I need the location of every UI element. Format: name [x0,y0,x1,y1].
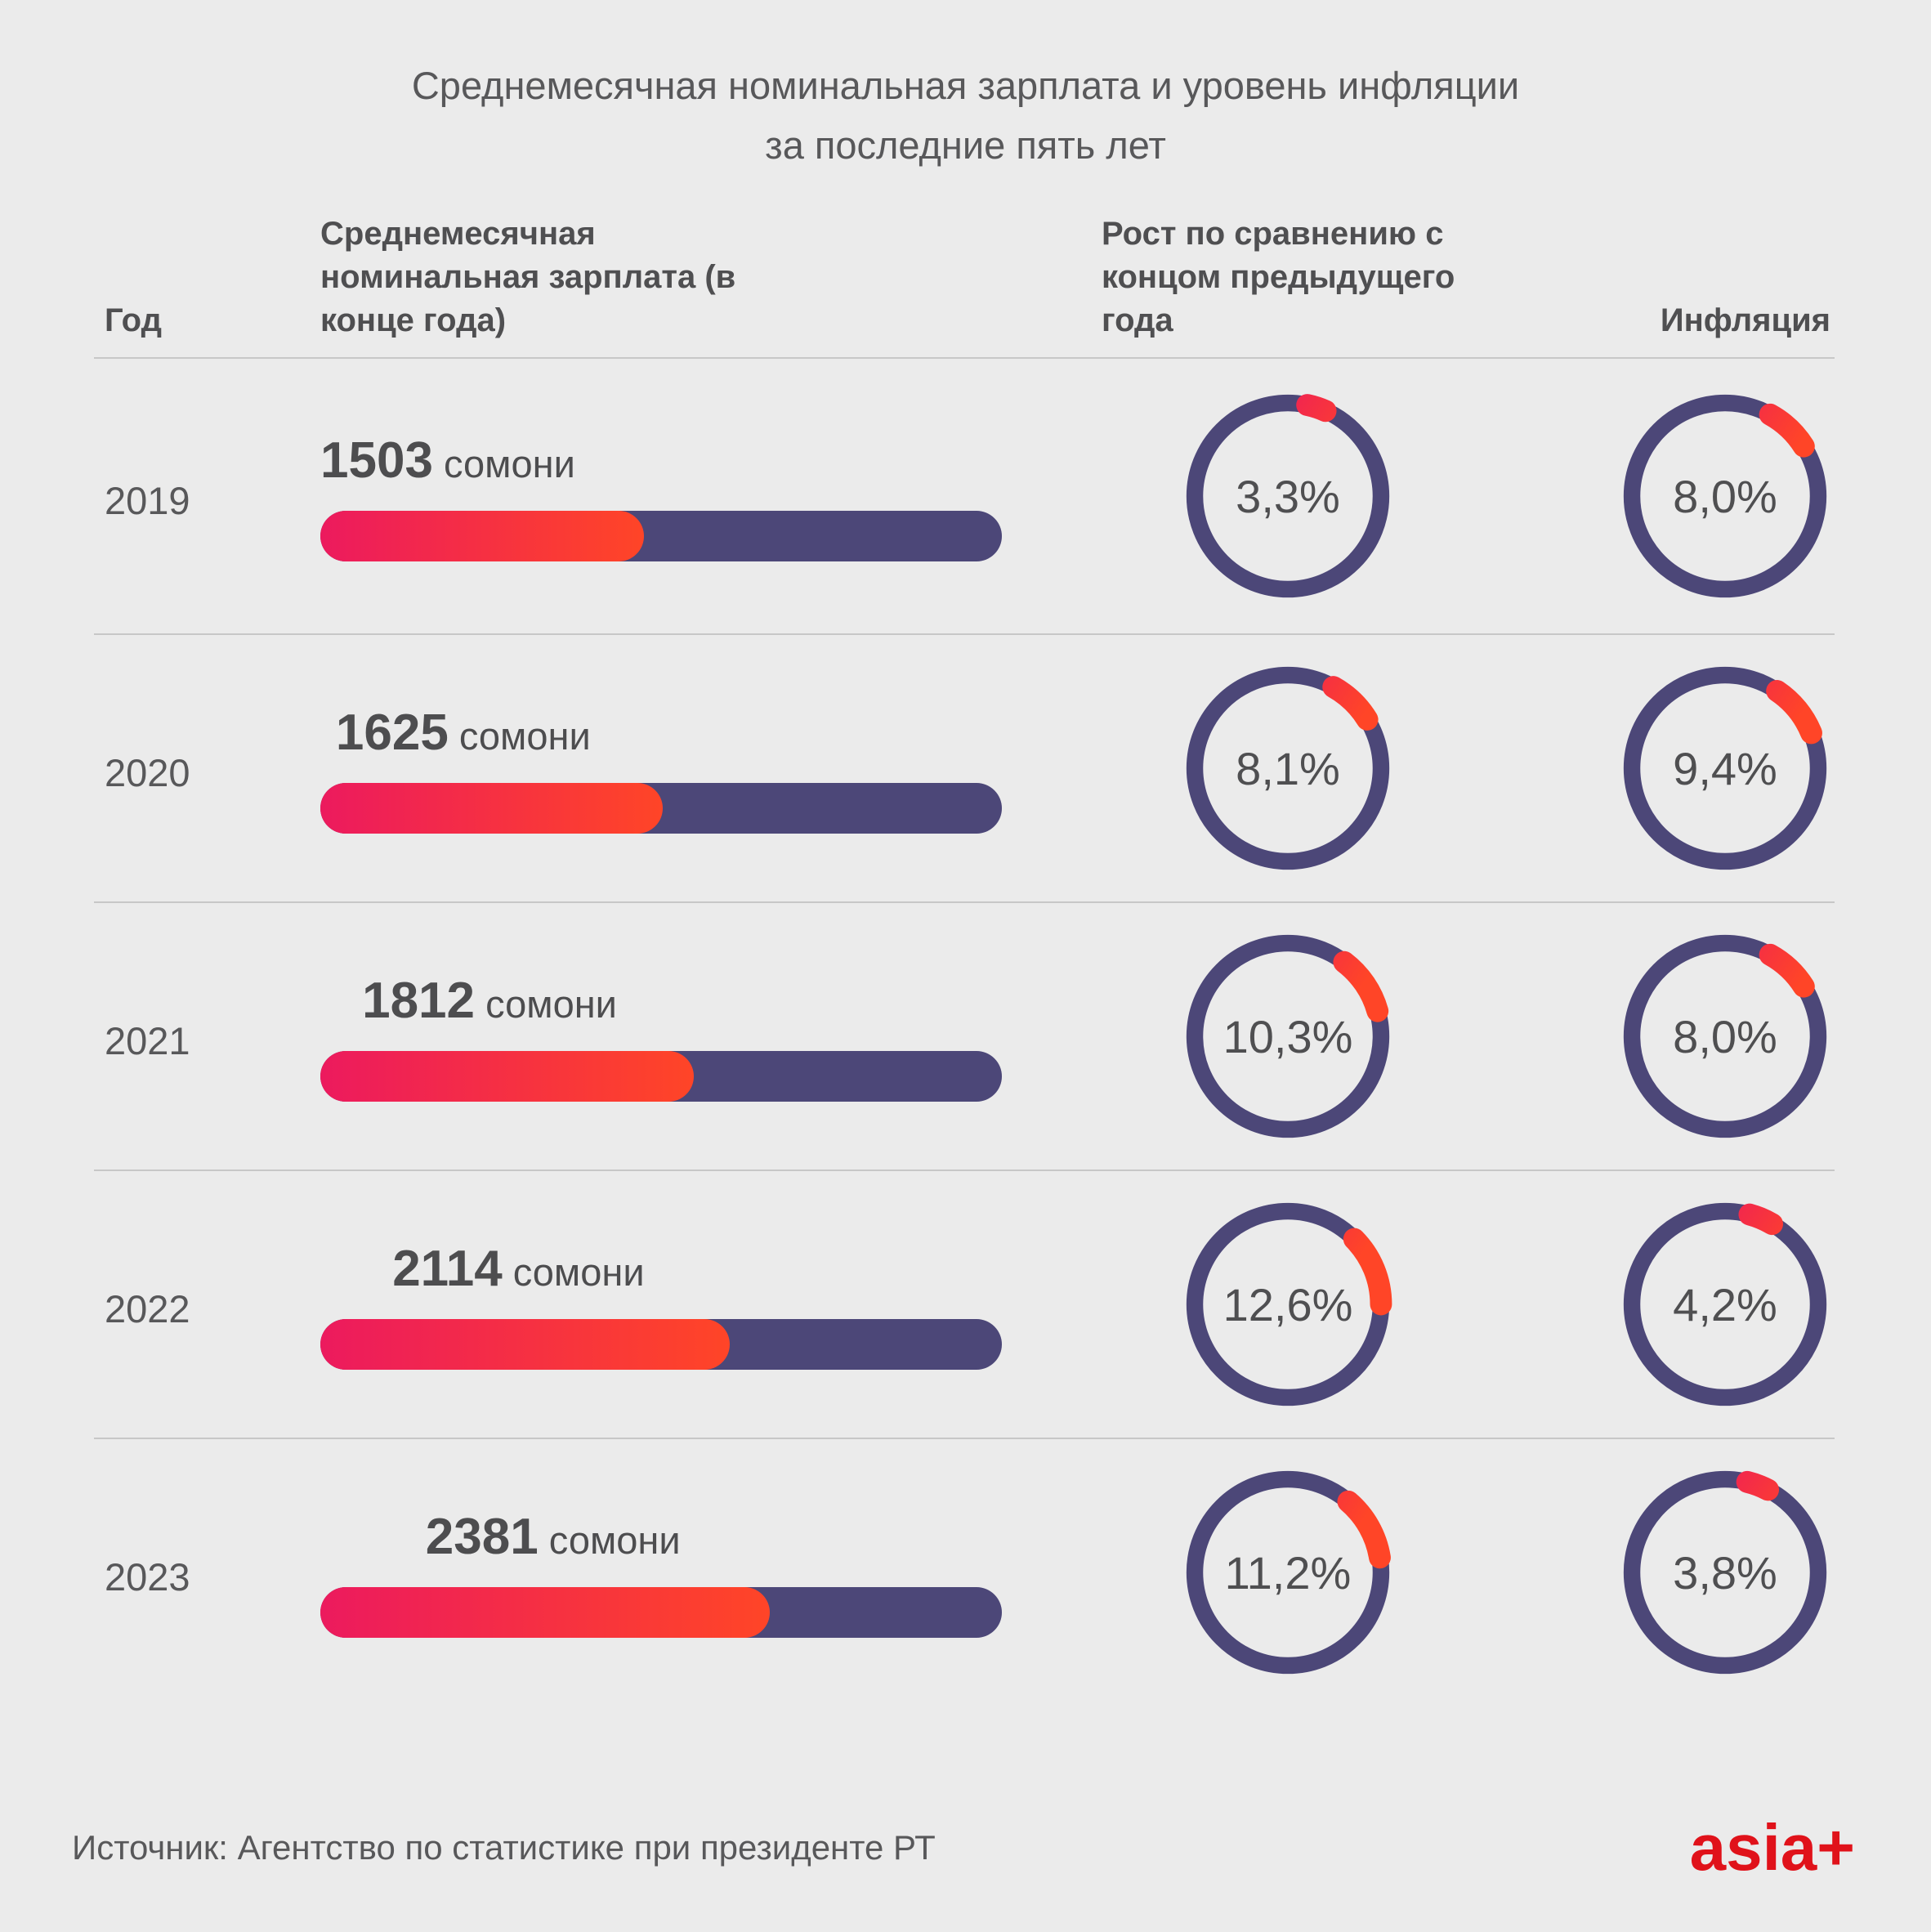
growth-donut: 11,2% [1182,1467,1393,1678]
salary-bar-fill [320,1050,695,1102]
growth-donut-ring-icon [1183,932,1392,1141]
salary-number: 1503 [320,432,433,489]
year-label: 2020 [105,750,190,794]
separator-line [94,1169,1835,1171]
salary-bar [320,510,1002,561]
salary-cell: 1625 сомони [320,704,1043,834]
salary-bar [320,1050,1002,1102]
chart-title-line1: Среднемесячная номинальная зарплата и ур… [411,64,1520,107]
salary-number: 2114 [392,1240,503,1297]
salary-cell: 1503 сомони [320,432,1043,561]
year-label: 2023 [105,1554,190,1599]
salary-value: 1812 сомони [362,972,1043,1030]
inflation-donut: 9,4% [1620,663,1830,874]
growth-value: 8,1% [1236,742,1340,794]
salary-value: 1625 сомони [336,704,1043,762]
growth-value: 3,3% [1236,470,1340,522]
inflation-donut-ring-icon [1620,664,1830,873]
table-row: 2023 2381 сомони 11,2% 3,8% [0,1439,1931,1706]
salary-cell: 2381 сомони [320,1508,1043,1638]
salary-number: 2381 [425,1508,539,1565]
growth-donut: 10,3% [1182,931,1393,1142]
salary-unit: сомони [512,1250,645,1294]
footer: Источник: Агентство по статистике при пр… [0,1810,1931,1885]
growth-value: 10,3% [1223,1010,1353,1062]
salary-bar [320,782,1002,834]
growth-donut-ring-icon [1183,664,1392,873]
salary-unit: сомони [458,713,591,758]
salary-bar-fill [320,510,645,561]
growth-donut-ring-icon [1183,391,1392,601]
inflation-value: 8,0% [1673,470,1777,522]
table-row: 2022 2114 сомони 12,6% 4,2% [0,1171,1931,1438]
salary-bar-fill [320,782,663,834]
growth-donut-ring-icon [1183,1468,1392,1677]
table-row: 2019 1503 сомони 3,3% 8,0% [0,359,1931,633]
separator-line [94,633,1835,635]
salary-bar-fill [320,1318,731,1370]
separator-line [94,1438,1835,1439]
salary-cell: 1812 сомони [320,972,1043,1102]
chart-title: Среднемесячная номинальная зарплата и ур… [0,0,1931,175]
table-row: 2020 1625 сомони 8,1% 9,4% [0,635,1931,901]
inflation-donut: 8,0% [1620,391,1830,602]
inflation-donut-ring-icon [1620,932,1830,1141]
salary-unit: сомони [548,1518,681,1562]
inflation-value: 3,8% [1673,1546,1777,1599]
separator-line [94,357,1835,359]
salary-value: 2114 сомони [392,1240,1043,1298]
source-note: Источник: Агентство по статистике при пр… [72,1828,936,1867]
salary-cell: 2114 сомони [320,1240,1043,1370]
inflation-donut-ring-icon [1620,391,1830,601]
inflation-donut: 8,0% [1620,931,1830,1142]
column-header-year: Год [105,302,162,338]
year-label: 2019 [105,478,190,522]
inflation-donut: 4,2% [1620,1199,1830,1410]
inflation-value: 8,0% [1673,1010,1777,1062]
year-label: 2021 [105,1018,190,1062]
column-header-inflation: Инфляция [1660,302,1830,338]
salary-bar [320,1586,1002,1638]
growth-donut: 8,1% [1182,663,1393,874]
inflation-value: 4,2% [1673,1278,1777,1330]
salary-number: 1625 [335,704,449,761]
table-header: Год Среднемесячная номинальная зарплата … [0,212,1931,357]
growth-donut: 3,3% [1182,391,1393,602]
growth-donut-ring-icon [1183,1200,1392,1409]
inflation-donut: 3,8% [1620,1467,1830,1678]
growth-value: 11,2% [1224,1546,1352,1599]
growth-value: 12,6% [1223,1278,1353,1330]
salary-bar-fill [320,1586,770,1638]
inflation-donut-ring-icon [1620,1468,1830,1677]
year-label: 2022 [105,1286,190,1330]
salary-value: 2381 сомони [426,1508,1043,1566]
asia-plus-logo: asia+ [1689,1811,1855,1884]
chart-title-line2: за последние пять лет [765,123,1166,167]
inflation-value: 9,4% [1673,742,1777,794]
inflation-donut-ring-icon [1620,1200,1830,1409]
growth-donut: 12,6% [1182,1199,1393,1410]
column-header-growth: Рост по сравнению с концом предыдущего г… [1102,216,1455,338]
salary-unit: сомони [444,441,575,485]
salary-value: 1503 сомони [320,432,1043,490]
salary-number: 1812 [362,972,476,1029]
salary-unit: сомони [485,982,617,1026]
column-header-salary: Среднемесячная номинальная зарплата (в к… [320,216,736,338]
table-row: 2021 1812 сомони 10,3% 8,0% [0,903,1931,1169]
separator-line [94,901,1835,903]
salary-bar [320,1318,1002,1370]
